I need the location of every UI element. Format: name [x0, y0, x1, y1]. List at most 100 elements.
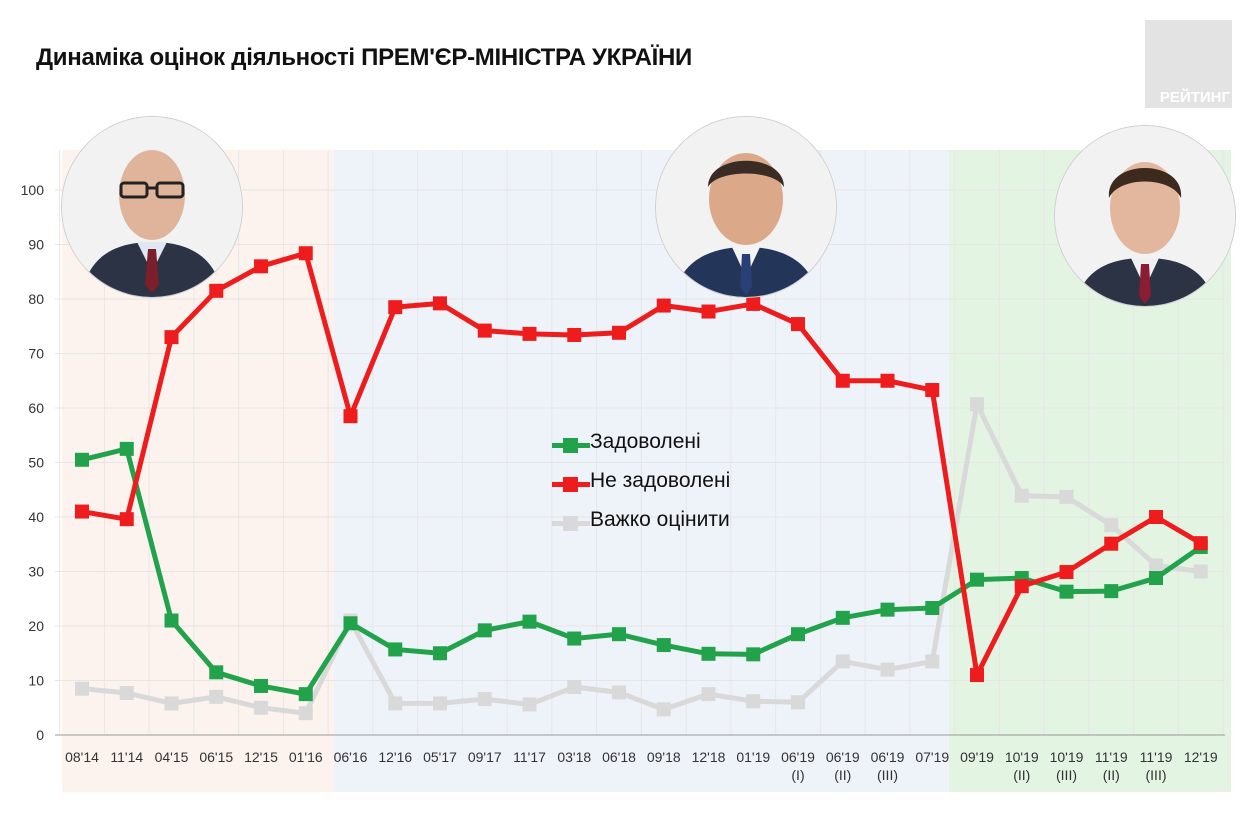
- data-point-1: [1059, 565, 1074, 580]
- data-point-1: [612, 325, 626, 340]
- x-tick-label: 01'19: [736, 749, 770, 765]
- legend-label-satisfied: Задоволені: [590, 430, 701, 453]
- y-tick-label: 40: [28, 509, 44, 525]
- person-photo-icon: [62, 117, 242, 297]
- data-point-0: [656, 638, 671, 653]
- data-point-1: [1014, 579, 1029, 594]
- data-point-0: [75, 452, 89, 467]
- data-point-0: [835, 610, 850, 625]
- x-tick-label: 07'19: [915, 749, 949, 765]
- x-tick-label: 06'19: [826, 749, 860, 765]
- data-point-2: [835, 654, 850, 669]
- x-tick-label: (II): [834, 767, 851, 783]
- data-point-2: [970, 397, 984, 412]
- data-point-0: [298, 687, 313, 702]
- person-photo-icon: [656, 117, 836, 297]
- data-point-2: [791, 695, 805, 710]
- x-tick-label: (II): [1103, 767, 1120, 783]
- data-point-0: [970, 572, 984, 587]
- data-point-2: [477, 692, 492, 707]
- data-point-1: [343, 409, 358, 424]
- data-point-2: [701, 687, 716, 702]
- data-point-1: [656, 298, 671, 313]
- data-point-2: [298, 706, 313, 721]
- data-point-1: [164, 330, 179, 345]
- legend-marker-dissatisfied: [563, 477, 578, 492]
- data-point-2: [746, 694, 761, 709]
- data-point-0: [164, 613, 179, 628]
- data-point-1: [746, 296, 761, 311]
- data-point-0: [1149, 571, 1163, 586]
- data-point-2: [119, 686, 134, 701]
- y-tick-label: 60: [28, 400, 44, 416]
- x-tick-label: (III): [877, 767, 898, 783]
- portrait-left: [62, 117, 242, 297]
- data-point-0: [209, 665, 224, 680]
- data-point-0: [522, 614, 537, 629]
- y-tick-label: 0: [36, 727, 44, 743]
- data-point-2: [209, 689, 224, 704]
- x-tick-label: 10'19: [1050, 749, 1084, 765]
- data-point-2: [254, 700, 268, 715]
- y-tick-label: 70: [28, 346, 44, 362]
- data-point-1: [209, 283, 224, 298]
- y-tick-label: 10: [28, 673, 44, 689]
- x-tick-label: 11'19: [1095, 749, 1128, 765]
- data-point-1: [477, 323, 492, 338]
- data-point-0: [1104, 584, 1119, 599]
- data-point-1: [835, 373, 850, 388]
- y-tick-label: 20: [28, 618, 44, 634]
- data-point-0: [567, 631, 582, 646]
- x-tick-label: 08'14: [65, 749, 99, 765]
- data-point-2: [164, 696, 179, 711]
- x-tick-label: 12'18: [692, 749, 726, 765]
- data-point-0: [477, 623, 492, 638]
- data-point-1: [522, 326, 537, 341]
- data-point-1: [388, 300, 403, 315]
- data-point-0: [925, 601, 940, 616]
- data-point-2: [388, 696, 403, 711]
- x-tick-label: (III): [1146, 767, 1167, 783]
- x-tick-label: 06'15: [199, 749, 233, 765]
- data-point-1: [567, 327, 582, 342]
- data-point-0: [254, 678, 268, 693]
- x-tick-label: (I): [791, 767, 804, 783]
- portrait-right: [1055, 126, 1235, 306]
- person-photo-icon: [1055, 126, 1235, 306]
- data-point-0: [791, 627, 805, 642]
- data-point-2: [1059, 489, 1074, 504]
- data-point-0: [119, 441, 134, 456]
- legend-marker-satisfied: [563, 438, 578, 453]
- data-point-2: [612, 685, 626, 700]
- x-tick-label: 04'15: [155, 749, 189, 765]
- portrait-center: [656, 117, 836, 297]
- chart-title: Динаміка оцінок діяльності ПРЕМ'ЄР-МІНІС…: [36, 44, 692, 71]
- x-tick-label: 09'18: [647, 749, 681, 765]
- data-point-2: [522, 697, 537, 712]
- data-point-1: [1104, 536, 1119, 551]
- data-point-1: [75, 504, 89, 519]
- data-point-0: [1059, 584, 1074, 599]
- data-point-2: [1149, 558, 1163, 573]
- series-line-0: [81, 446, 1203, 697]
- y-tick-label: 90: [28, 237, 44, 253]
- data-point-0: [433, 646, 447, 661]
- y-tick-label: 30: [28, 564, 44, 580]
- data-point-1: [1193, 536, 1208, 551]
- x-tick-label: (II): [1013, 767, 1030, 783]
- data-point-1: [970, 668, 984, 683]
- x-tick-label: 09'17: [468, 749, 502, 765]
- data-point-0: [701, 646, 716, 661]
- data-point-2: [433, 696, 447, 711]
- data-point-2: [567, 680, 582, 695]
- data-point-1: [925, 383, 940, 398]
- x-tick-label: 11'14: [110, 749, 143, 765]
- data-point-2: [925, 654, 940, 669]
- data-point-1: [119, 512, 134, 527]
- series-line-2: [81, 401, 1202, 716]
- y-tick-label: 80: [28, 291, 44, 307]
- x-tick-label: 06'19: [871, 749, 905, 765]
- y-tick-label: 50: [28, 455, 44, 471]
- data-point-0: [880, 602, 895, 617]
